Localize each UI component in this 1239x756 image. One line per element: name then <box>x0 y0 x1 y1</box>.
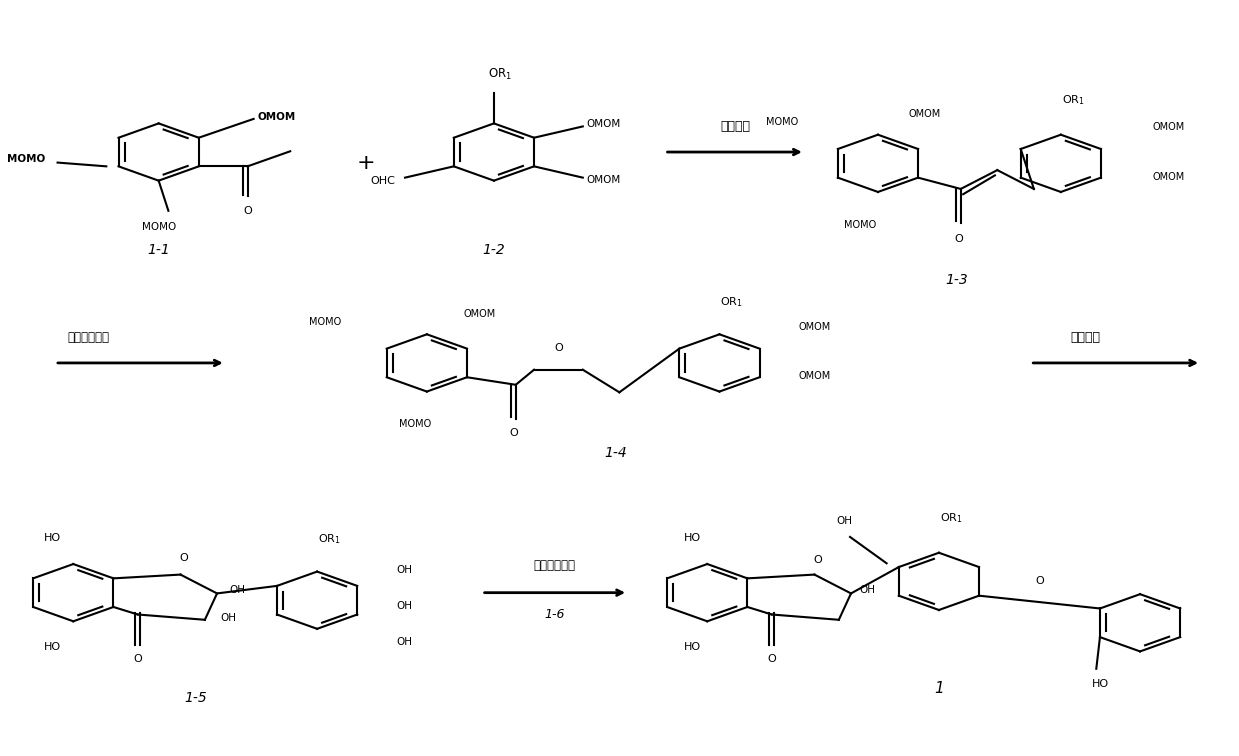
Text: OH: OH <box>229 584 245 595</box>
Text: +: + <box>357 153 375 173</box>
Text: MOMO: MOMO <box>844 220 876 230</box>
Text: OH: OH <box>396 601 413 612</box>
Text: OMOM: OMOM <box>586 119 621 129</box>
Text: HO: HO <box>43 642 61 652</box>
Text: OMOM: OMOM <box>799 371 831 382</box>
Text: OH: OH <box>396 565 413 575</box>
Text: HO: HO <box>1092 679 1109 689</box>
Text: O: O <box>509 429 518 438</box>
Text: O: O <box>767 654 776 664</box>
Text: OMOM: OMOM <box>258 112 296 122</box>
Text: OH: OH <box>396 637 413 646</box>
Text: O: O <box>1035 575 1044 585</box>
Text: MOMO: MOMO <box>767 117 799 127</box>
Text: 过氧化氢，碱: 过氧化氢，碱 <box>67 331 109 344</box>
Text: 1-4: 1-4 <box>605 446 627 460</box>
Text: MOMO: MOMO <box>7 153 46 164</box>
Text: OR$_1$: OR$_1$ <box>318 532 341 546</box>
Text: OMOM: OMOM <box>463 309 496 319</box>
Text: 1-3: 1-3 <box>945 273 969 287</box>
Text: OR$_1$: OR$_1$ <box>939 511 963 525</box>
Text: OH: OH <box>836 516 852 525</box>
Text: HO: HO <box>43 534 61 544</box>
Text: O: O <box>134 654 142 664</box>
Text: HO: HO <box>684 642 701 652</box>
Text: 1-2: 1-2 <box>482 243 506 257</box>
Text: OR$_1$: OR$_1$ <box>488 67 512 82</box>
Text: MOMO: MOMO <box>141 222 176 232</box>
Text: OR$_1$: OR$_1$ <box>720 295 743 308</box>
Text: OMOM: OMOM <box>1152 172 1184 182</box>
Text: MOMO: MOMO <box>399 420 431 429</box>
Text: O: O <box>243 206 252 215</box>
Text: OMOM: OMOM <box>586 175 621 185</box>
Text: OH: OH <box>221 612 237 622</box>
Text: OMOM: OMOM <box>908 110 940 119</box>
Text: 1-5: 1-5 <box>183 691 207 705</box>
Text: O: O <box>180 553 188 563</box>
Text: 1: 1 <box>934 681 944 696</box>
Text: O: O <box>814 555 823 565</box>
Text: OMOM: OMOM <box>799 322 831 332</box>
Text: 1-1: 1-1 <box>147 243 170 257</box>
Text: HO: HO <box>684 534 701 544</box>
Text: MOMO: MOMO <box>310 317 342 327</box>
Text: 酸，溶剂: 酸，溶剂 <box>1070 331 1100 344</box>
Text: 碱，溶剂: 碱，溶剂 <box>720 120 751 133</box>
Text: OMOM: OMOM <box>1152 122 1184 132</box>
Text: OH: OH <box>860 584 876 595</box>
Text: O: O <box>954 234 963 244</box>
Text: O: O <box>554 343 563 353</box>
Text: 催化剂，溶剂: 催化剂，溶剂 <box>534 559 576 572</box>
Text: OR$_1$: OR$_1$ <box>1062 93 1084 107</box>
Text: 1-6: 1-6 <box>545 608 565 621</box>
Text: OHC: OHC <box>370 176 395 187</box>
